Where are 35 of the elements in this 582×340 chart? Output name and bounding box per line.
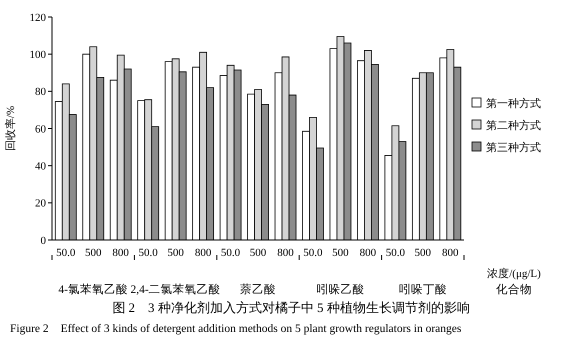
y-tick-label: 0 xyxy=(40,234,46,247)
legend-label: 第三种方式 xyxy=(486,141,541,154)
legend-label: 第二种方式 xyxy=(486,119,541,132)
text: 2,4-二氯苯氧乙酸 xyxy=(130,283,221,296)
x-tick-label: 800 xyxy=(442,246,460,259)
x-tick-label: 500 xyxy=(414,246,432,259)
x-tick-label: 50.0 xyxy=(220,246,241,259)
text: 萘乙酸 xyxy=(240,283,276,296)
x-tick-label: 50.0 xyxy=(386,246,406,259)
x-tick-label: 800 xyxy=(277,246,294,259)
text: 化合物 xyxy=(496,283,532,296)
x-tick-label: 800 xyxy=(194,246,212,259)
text: 4-氯苯氧乙酸 xyxy=(58,283,128,296)
y-tick-label: 20 xyxy=(35,198,46,210)
y-tick-label: 60 xyxy=(35,123,46,136)
x-tick-label: 500 xyxy=(84,246,102,259)
x-tick-label: 800 xyxy=(112,246,130,259)
x-tick-label: 50.0 xyxy=(303,246,324,259)
x-tick-label: 800 xyxy=(360,246,377,259)
y-tick-label: 80 xyxy=(35,86,46,98)
text: 吲哚乙酸 xyxy=(316,283,364,296)
y-tick-label: 40 xyxy=(35,160,46,173)
legend-label: 第一种方式 xyxy=(486,97,541,110)
text: 图 2 3 种净化剂加入方式对橘子中 5 种植物生长调节剂的影响 xyxy=(112,300,470,315)
x-tick-label: 500 xyxy=(332,246,350,259)
y-tick-label: 120 xyxy=(30,12,46,24)
x-tick-label: 50.0 xyxy=(138,246,158,259)
x-tick-label: 50.0 xyxy=(56,246,76,259)
y-tick-label: 100 xyxy=(30,49,46,62)
y-axis-title: 回收率/% xyxy=(4,106,17,152)
text: Figure 2 Effect of 3 kinds of detergent addition methods on 5 plant growth regulators in oranges xyxy=(10,323,462,335)
text: 浓度/(μg/L) xyxy=(487,267,542,280)
x-tick-label: 500 xyxy=(250,246,267,259)
text: 吲哚丁酸 xyxy=(398,283,447,296)
x-tick-label: 500 xyxy=(167,246,184,259)
